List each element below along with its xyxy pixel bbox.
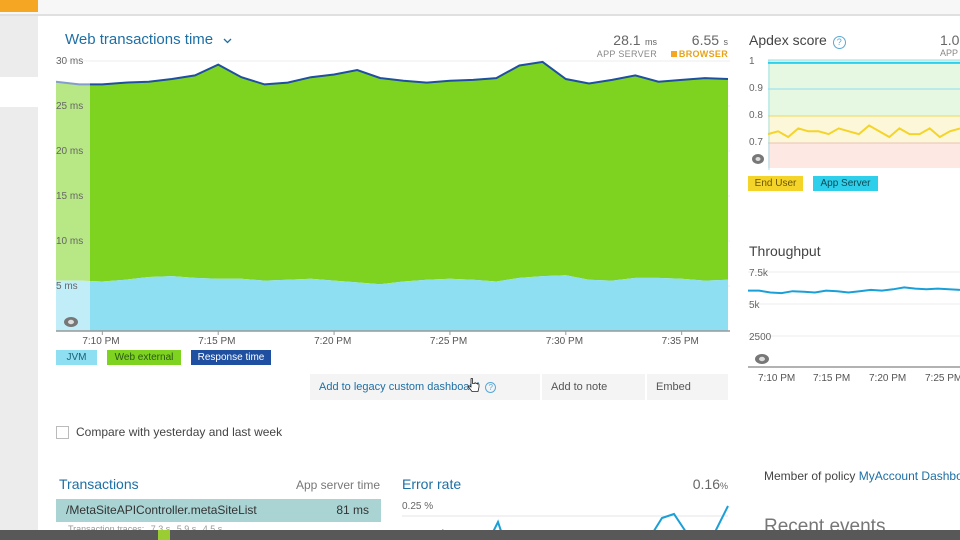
compare-label[interactable]: Compare with yesterday and last week: [76, 425, 283, 439]
tp-ytick-75k: 7.5k: [749, 268, 769, 279]
policy-prefix: Member of policy: [764, 469, 856, 483]
apdex-ytick-07: 0.7: [749, 137, 763, 148]
transaction-traces: Transaction traces: 7.3 s 5.9 s 4.5 s: [68, 524, 222, 534]
throughput-line: [748, 286, 960, 295]
apdex-ytick-08: 0.8: [749, 110, 763, 121]
y-tick-label: 30 ms: [56, 56, 83, 67]
response-time-line: [55, 60, 729, 86]
jvm-area: [56, 275, 728, 331]
bottom-bar: [0, 530, 960, 540]
transactions-sort-label[interactable]: App server time: [296, 478, 381, 492]
hand-cursor-icon: [468, 377, 480, 399]
browser-swatch: [670, 51, 677, 57]
web-transactions-svg[interactable]: 30 ms 25 ms 20 ms 15 ms 10 ms 5 ms 7:10 PM 7:1…: [55, 56, 730, 351]
out-of-range-shade: [56, 61, 90, 331]
web-transactions-title[interactable]: Web transactions time: [65, 31, 214, 48]
trace-3[interactable]: 4.5 s: [202, 524, 223, 534]
bottom-accent: [158, 530, 170, 540]
y-tick-label: 10 ms: [56, 236, 83, 247]
embed-button[interactable]: Embed: [646, 374, 728, 400]
end-user-line: [767, 124, 960, 139]
web-transactions-chart[interactable]: 30 ms 25 ms 20 ms 15 ms 10 ms 5 ms 7:10 PM 7:1…: [55, 56, 730, 356]
eye-toggle-icon[interactable]: [755, 354, 769, 364]
tp-ytick-2500: 2500: [749, 332, 772, 343]
legend-response-time[interactable]: Response time: [191, 350, 271, 365]
tp-xtick-720: 7:20 PM: [869, 373, 906, 384]
error-rate-ytick: 0.25 %: [402, 501, 433, 512]
tp-xtick-710: 7:10 PM: [758, 373, 795, 384]
left-rail-selected[interactable]: [0, 77, 38, 107]
x-tick-label: 7:30 PM: [546, 336, 583, 347]
apdex-chart[interactable]: 1 0.9 0.8 0.7: [748, 54, 960, 175]
apdex-sub: APP: [940, 48, 959, 58]
x-tick-label: 7:15 PM: [198, 336, 235, 347]
x-tick-label: 7:10 PM: [82, 336, 119, 347]
app-server-metric: 28.1 ms APP SERVER: [595, 32, 657, 59]
apdex-ytick-09: 0.9: [749, 83, 763, 94]
error-rate-unit: %: [719, 481, 728, 491]
apdex-title[interactable]: Apdex score: [749, 32, 827, 48]
policy-link[interactable]: MyAccount Dashboa: [858, 469, 960, 483]
nav-accent: [0, 0, 38, 12]
error-rate-title[interactable]: Error rate: [402, 476, 462, 492]
browser-metric: 6.55 s BROWSER: [662, 32, 728, 59]
tp-xtick-725: 7:25 PM: [925, 373, 960, 384]
web-external-area: [56, 61, 728, 285]
browser-value: 6.55: [691, 32, 720, 48]
legend-web-external[interactable]: Web external: [107, 350, 181, 365]
tp-ytick-5k: 5k: [749, 300, 761, 311]
tp-xtick-715: 7:15 PM: [813, 373, 850, 384]
left-rail: [0, 16, 38, 540]
legend-app-server[interactable]: App Server: [813, 176, 878, 191]
help-icon[interactable]: ?: [832, 36, 846, 49]
browser-label: BROWSER: [678, 49, 728, 59]
transactions-title[interactable]: Transactions: [59, 476, 139, 492]
legend-jvm[interactable]: JVM: [56, 350, 97, 365]
traces-label: Transaction traces:: [68, 524, 145, 534]
throughput-title[interactable]: Throughput: [749, 243, 821, 259]
error-rate-metric: 0.16%: [680, 476, 728, 494]
legend-end-user[interactable]: End User: [748, 176, 803, 191]
y-tick-label: 5 ms: [56, 281, 78, 292]
x-tick-label: 7:20 PM: [314, 336, 351, 347]
x-tick-label: 7:35 PM: [662, 336, 699, 347]
eye-toggle-icon[interactable]: [752, 154, 764, 164]
app-server-value: 28.1: [613, 32, 641, 48]
apdex-title-row[interactable]: Apdex score ?: [749, 32, 846, 49]
y-tick-label: 15 ms: [56, 191, 83, 202]
y-tick-label: 20 ms: [56, 146, 83, 157]
policy-row: Member of policy MyAccount Dashboa: [764, 469, 960, 483]
browser-unit: s: [723, 37, 729, 47]
transaction-name[interactable]: /MetaSiteAPIController.metaSiteList: [66, 503, 257, 517]
table-row[interactable]: /MetaSiteAPIController.metaSiteList 81 m…: [56, 499, 381, 522]
eye-toggle-icon[interactable]: [63, 315, 79, 333]
trace-2[interactable]: 5.9 s: [176, 524, 197, 534]
x-tick-label: 7:25 PM: [430, 336, 467, 347]
transaction-value: 81 ms: [336, 503, 369, 517]
error-rate-value: 0.16: [692, 476, 720, 492]
chevron-down-icon[interactable]: [223, 31, 232, 48]
browser-label-row: BROWSER: [662, 49, 728, 59]
apdex-ytick-1: 1: [749, 56, 755, 67]
throughput-chart[interactable]: 7.5k 5k 2500 7:10 PM 7:15 PM 7:20 PM 7:2…: [748, 264, 960, 389]
top-bar: [0, 0, 960, 16]
trace-1[interactable]: 7.3 s: [150, 524, 171, 534]
add-to-note-button[interactable]: Add to note: [541, 374, 645, 400]
y-tick-label: 25 ms: [56, 101, 83, 112]
add-legacy-dashboard-button[interactable]: Add to legacy custom dashboard ?: [310, 374, 540, 400]
app-server-label: APP SERVER: [596, 49, 657, 59]
app-server-unit: ms: [645, 37, 657, 47]
compare-checkbox[interactable]: [56, 426, 69, 439]
apdex-value: 1.0: [940, 32, 960, 48]
add-legacy-dashboard-label[interactable]: Add to legacy custom dashboard: [319, 381, 480, 393]
web-transactions-title-row[interactable]: Web transactions time: [65, 31, 232, 48]
help-icon[interactable]: ?: [485, 381, 497, 393]
